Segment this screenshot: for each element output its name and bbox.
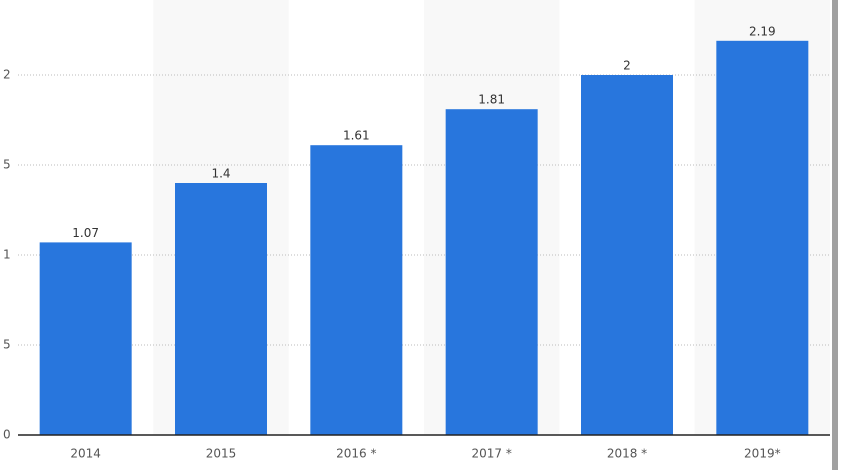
value-label: 1.07	[72, 226, 99, 240]
bar	[581, 75, 673, 435]
y-tick-label: 5	[3, 158, 11, 172]
x-tick-label: 2018 *	[607, 447, 647, 461]
y-tick-label: 5	[3, 338, 11, 352]
value-label: 1.81	[478, 93, 505, 107]
bar	[39, 242, 132, 435]
value-label: 1.4	[211, 167, 230, 181]
x-tick-label: 2015	[206, 447, 237, 461]
bar	[310, 145, 403, 435]
x-tick-label: 2016 *	[336, 447, 376, 461]
value-label: 2	[623, 59, 631, 73]
x-tick-label: 2014	[70, 447, 101, 461]
value-label: 1.61	[343, 129, 370, 143]
y-tick-label: 1	[3, 248, 11, 262]
value-label: 2.19	[749, 24, 776, 38]
bar	[175, 183, 267, 435]
bar	[445, 109, 538, 435]
edge-shadow	[832, 0, 838, 470]
y-tick-label: 2	[3, 68, 11, 82]
y-tick-label: 0	[3, 428, 11, 442]
x-tick-label: 2017 *	[471, 447, 511, 461]
x-tick-label: 2019*	[744, 447, 781, 461]
bar	[716, 40, 809, 436]
